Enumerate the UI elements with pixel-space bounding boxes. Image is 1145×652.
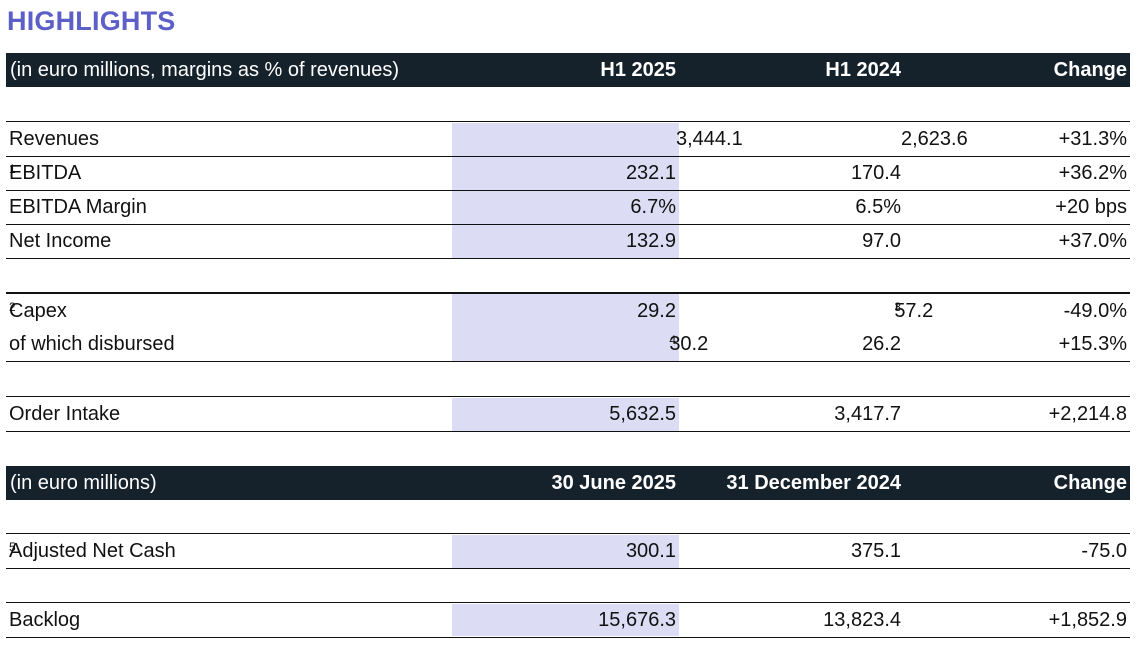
row-label: Net Income — [9, 230, 112, 252]
value-h1-2024: 97.0 — [862, 230, 901, 252]
footnote-ref: 1 — [9, 162, 16, 176]
table-header-date: (in euro millions) 30 June 2025 31 Decem… — [6, 466, 1130, 500]
header-31-december-2024: 31 December 2024 — [726, 472, 901, 494]
table-row: of which disbursed 30.2 4 26.2 +15.3% — [6, 327, 1130, 362]
divider — [6, 396, 1130, 397]
divider — [6, 292, 1130, 294]
value-change: +20 bps — [1055, 196, 1127, 218]
header-change: Change — [1053, 59, 1127, 81]
value-h1-2024: 6.5% — [855, 196, 901, 218]
divider — [6, 533, 1130, 534]
value-change: -75.0 — [1081, 540, 1127, 562]
row-label: Capex — [9, 300, 67, 322]
value-change: +2,214.8 — [1048, 403, 1127, 425]
value-h1-2025: 6.7% — [630, 196, 676, 218]
divider — [6, 602, 1130, 603]
header-change: Change — [1053, 472, 1127, 494]
value-h1-2025: 3,444.1 — [676, 128, 743, 150]
highlight-column-shade — [452, 604, 679, 636]
divider — [6, 121, 1130, 122]
value-change: +31.3% — [1058, 128, 1127, 150]
value-h1-2024: 3,417.7 — [834, 403, 901, 425]
footnote-ref: 4 — [669, 333, 676, 347]
value-30-june-2025: 300.1 — [625, 540, 676, 562]
table-row: Order Intake 5,632.5 3,417.7 +2,214.8 — [6, 397, 1130, 432]
page-title: HIGHLIGHTS — [7, 6, 176, 36]
value-h1-2025: 30.2 — [669, 333, 709, 355]
value-30-june-2025: 15,676.3 — [598, 609, 676, 631]
value-h1-2024: 2,623.6 — [901, 128, 968, 150]
highlight-column-shade — [452, 535, 679, 568]
row-label: EBITDA Margin — [9, 196, 147, 218]
row-label: EBITDA — [9, 162, 82, 184]
value-change: -49.0% — [1063, 300, 1127, 322]
value-h1-2025: 132.9 — [625, 230, 676, 252]
table-row: Adjusted Net Cash 5 300.1 375.1 -75.0 — [6, 534, 1130, 569]
highlight-column-shade — [452, 398, 679, 431]
value-31-december-2024: 375.1 — [850, 540, 901, 562]
value-change: +37.0% — [1058, 230, 1127, 252]
value-h1-2024: 170.4 — [850, 162, 901, 184]
highlight-column-shade — [452, 294, 679, 361]
value-h1-2024: 26.2 — [862, 333, 901, 355]
highlight-column-shade — [452, 123, 679, 259]
table-row: Revenues 3,444.1 2,623.6 +31.3% — [6, 122, 1130, 157]
footnote-ref: 5 — [9, 540, 16, 554]
header-h1-2025: H1 2025 — [600, 59, 676, 81]
row-label: Backlog — [9, 609, 81, 631]
header-30-june-2025: 30 June 2025 — [551, 472, 676, 494]
value-h1-2025: 5,632.5 — [609, 403, 676, 425]
value-h1-2024: 57.2 — [894, 300, 934, 322]
table-row: EBITDA Margin 6.7% 6.5% +20 bps — [6, 190, 1130, 225]
row-label: of which disbursed — [9, 333, 175, 355]
value-change: +36.2% — [1058, 162, 1127, 184]
value-31-december-2024: 13,823.4 — [823, 609, 901, 631]
footnote-ref: 2 — [9, 300, 16, 314]
footnote-ref: 3 — [894, 300, 901, 314]
value-change: +1,852.9 — [1048, 609, 1127, 631]
table-row: EBITDA 1 232.1 170.4 +36.2% — [6, 156, 1130, 191]
table-row: Net Income 132.9 97.0 +37.0% — [6, 224, 1130, 259]
header-units: (in euro millions, margins as % of reven… — [10, 59, 400, 81]
table-row: Backlog 15,676.3 13,823.4 +1,852.9 — [6, 603, 1130, 638]
value-change: +15.3% — [1058, 333, 1127, 355]
value-h1-2025: 29.2 — [637, 300, 676, 322]
table-header-period: (in euro millions, margins as % of reven… — [6, 53, 1130, 87]
table-row: Capex 2 29.2 57.2 3 -49.0% — [6, 294, 1130, 328]
row-label: Order Intake — [9, 403, 121, 425]
value-h1-2025: 232.1 — [625, 162, 676, 184]
header-units: (in euro millions) — [10, 472, 157, 494]
header-h1-2024: H1 2024 — [825, 59, 901, 81]
row-label: Revenues — [9, 128, 100, 150]
row-label: Adjusted Net Cash — [9, 540, 176, 562]
